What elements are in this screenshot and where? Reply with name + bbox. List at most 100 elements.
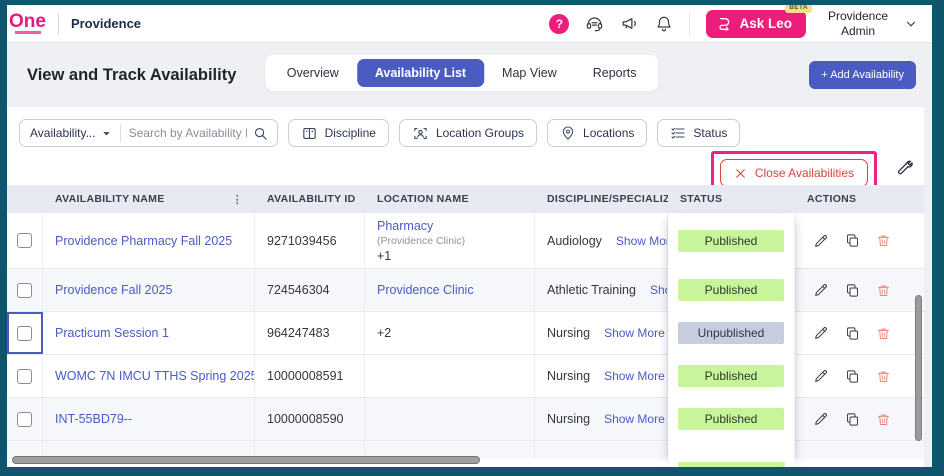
availability-search-group: Availability... [19,119,278,147]
row-checkbox[interactable] [17,233,32,248]
copy-icon[interactable] [845,326,860,341]
tab-availability-list[interactable]: Availability List [356,59,485,87]
delete-trash-icon[interactable] [876,233,891,248]
search-category-dropdown[interactable]: Availability... [20,124,121,142]
show-more-link[interactable]: Show More [604,369,665,383]
account-menu[interactable]: Providence Admin [822,9,918,39]
tab-map-view[interactable]: Map View [502,66,557,80]
discipline-value: Athletic Training [547,283,636,297]
support-headset-icon[interactable] [585,14,604,33]
caret-down-icon [102,131,110,135]
brand-logo[interactable]: One [9,12,46,34]
availability-id: 964247483 [255,312,365,354]
table-settings-wrench-icon[interactable] [895,159,914,178]
table-row: INT-55BD79-- 10000008590 Nursing Show Mo… [7,398,924,441]
announcements-megaphone-icon[interactable] [620,14,639,33]
location-extra-count[interactable]: +2 [377,326,392,340]
beta-badge: BETA [785,5,812,13]
org-name: Providence [70,16,142,31]
availability-name-link[interactable]: Providence Fall 2025 [55,283,173,297]
search-icon[interactable] [251,126,277,141]
brand-logo-tagline [15,30,41,34]
header-availability-id[interactable]: AVAILABILITY ID [267,193,356,205]
location-pin-icon [560,125,576,141]
location-extra-count[interactable]: +1 [377,248,392,263]
location-link[interactable]: Providence Clinic [377,283,474,297]
horizontal-scrollbar-thumb[interactable] [12,456,480,464]
table-row: Providence Fall 2025 724546304 Providenc… [7,269,924,312]
delete-trash-icon[interactable] [876,412,891,427]
edit-pencil-icon[interactable] [813,368,829,384]
location-link[interactable]: Pharmacy [377,218,434,233]
header-discipline[interactable]: DISCIPLINE/SPECIALIZATION [547,193,668,205]
edit-pencil-icon[interactable] [813,325,829,341]
header-availability-name[interactable]: AVAILABILITY NAME ⋮ [55,193,243,206]
header-actions[interactable]: ACTIONS [807,193,857,205]
header-status[interactable]: STATUS [680,193,723,205]
location-groups-filter-button[interactable]: Location Groups [398,119,538,147]
discipline-value: Audiology [547,233,602,248]
location-groups-icon [412,125,429,142]
add-availability-button[interactable]: + Add Availability [809,61,916,89]
app-window: One Providence ? Ask Leo BETA [7,5,932,467]
table-row-partial [7,441,924,459]
location-secondary: (Providence Clinic) [377,234,466,247]
table-row: WOMC 7N IMCU TTHS Spring 2025-... 100000… [7,355,924,398]
ask-leo-knot-icon [716,16,732,32]
copy-icon[interactable] [845,283,860,298]
show-more-link[interactable]: Show More [604,326,665,340]
vertical-scrollbar[interactable] [915,295,923,467]
availability-id: 724546304 [255,269,365,311]
edit-pencil-icon[interactable] [813,233,829,249]
table-row: Practicum Session 1 964247483 +2 Nursing… [7,312,924,355]
tab-overview[interactable]: Overview [286,66,339,80]
row-checkbox[interactable] [17,368,32,384]
close-x-icon [734,167,747,180]
close-availabilities-button[interactable]: Close Availabilities [719,159,868,187]
edit-pencil-icon[interactable] [813,411,829,427]
select-all-header [7,185,43,213]
book-icon [301,125,318,142]
show-more-link[interactable]: Show More [615,233,667,248]
availability-table: AVAILABILITY NAME ⋮ AVAILABILITY ID LOCA… [7,185,924,467]
tab-reports[interactable]: Reports [592,66,637,80]
availability-name-link[interactable]: WOMC 7N IMCU TTHS Spring 2025-... [55,369,255,383]
delete-trash-icon[interactable] [876,369,891,384]
discipline-value: Nursing [547,412,591,426]
view-tabs: Overview Availability List Map View Repo… [264,55,659,91]
brand-logo-text: One [9,10,46,32]
edit-pencil-icon[interactable] [813,282,829,298]
availability-name-link[interactable]: INT-55BD79-- [55,412,133,426]
delete-trash-icon[interactable] [876,283,891,298]
status-badge: Published [678,365,784,387]
sort-icon[interactable]: ⋮ [231,193,243,206]
table-row: Providence Pharmacy Fall 2025 9271039456… [7,213,924,269]
status-filter-button[interactable]: Status [657,119,741,147]
status-badge: Unpublished [678,322,784,344]
chevron-down-icon [904,17,918,31]
account-name: Providence Admin [827,8,889,38]
delete-trash-icon[interactable] [876,326,891,341]
row-checkbox[interactable] [17,282,32,298]
show-more-link[interactable]: Show More [649,283,667,297]
row-checkbox[interactable] [17,325,32,341]
search-input[interactable] [120,126,251,140]
notifications-bell-icon[interactable] [655,15,673,33]
vertical-scrollbar-thumb[interactable] [915,295,922,441]
discipline-filter-button[interactable]: Discipline [287,119,389,147]
copy-icon[interactable] [845,412,860,427]
help-icon[interactable]: ? [549,13,570,34]
availability-name-link[interactable]: Providence Pharmacy Fall 2025 [55,233,233,248]
copy-icon[interactable] [845,233,860,248]
header-location-name[interactable]: LOCATION NAME [377,193,469,205]
status-badge: Published [678,279,784,301]
show-more-link[interactable]: Show More [604,412,665,426]
row-checkbox[interactable] [17,411,32,427]
copy-icon[interactable] [845,369,860,384]
status-badge: Published [678,229,784,252]
brand-divider [57,13,59,34]
locations-filter-button[interactable]: Locations [547,119,648,147]
availability-name-link[interactable]: Practicum Session 1 [55,326,169,340]
topbar-separator [689,11,691,36]
ask-leo-button[interactable]: Ask Leo BETA [706,5,812,38]
